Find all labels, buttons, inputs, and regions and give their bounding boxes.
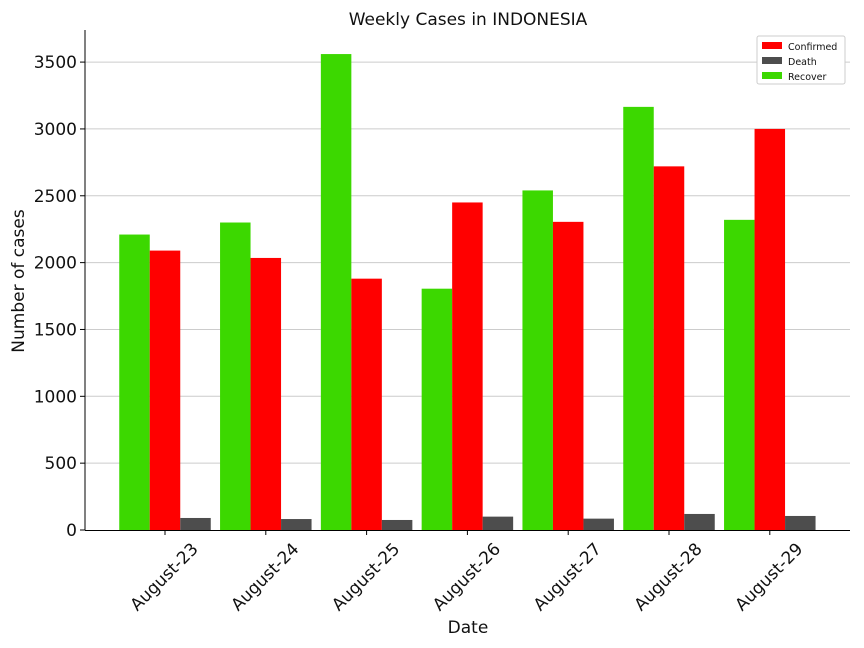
legend-swatch bbox=[762, 72, 782, 79]
legend-swatch bbox=[762, 42, 782, 49]
legend-swatch bbox=[762, 57, 782, 64]
y-axis-label: Number of cases bbox=[9, 209, 29, 353]
bar-confirmed bbox=[149, 250, 181, 530]
bar-death bbox=[583, 518, 614, 530]
bar-confirmed bbox=[552, 221, 584, 531]
bar-recover bbox=[119, 234, 150, 530]
bar-death bbox=[785, 515, 816, 530]
bars bbox=[119, 54, 816, 531]
x-axis-label: Date bbox=[448, 618, 489, 638]
bar-recover bbox=[320, 54, 352, 530]
bar-death bbox=[180, 517, 211, 530]
legend-label: Confirmed bbox=[788, 42, 837, 53]
bar-confirmed bbox=[351, 278, 382, 530]
bar-death bbox=[684, 513, 715, 530]
x-tick-label: August-29 bbox=[731, 539, 807, 615]
bar-confirmed bbox=[653, 166, 685, 530]
x-tick-label: August-27 bbox=[530, 539, 606, 615]
y-tick-label: 0 bbox=[66, 521, 77, 541]
y-tick-label: 2000 bbox=[34, 254, 77, 274]
y-ticks: 0 500 1000 1500 2000 2500 3000 3500 bbox=[34, 53, 85, 541]
legend-label: Recover bbox=[788, 72, 827, 83]
bar-death bbox=[281, 519, 312, 530]
y-tick-label: 3000 bbox=[34, 120, 77, 140]
bar-recover bbox=[421, 288, 453, 530]
bar-recover bbox=[522, 190, 553, 531]
y-tick-label: 1500 bbox=[34, 320, 77, 340]
bar-confirmed bbox=[452, 202, 483, 530]
y-tick-label: 1000 bbox=[34, 387, 77, 407]
bar-confirmed bbox=[250, 257, 282, 530]
legend: Confirmed Death Recover bbox=[756, 35, 846, 85]
x-tick-label: August-24 bbox=[227, 539, 303, 615]
bar-confirmed bbox=[754, 128, 786, 530]
bar-death bbox=[381, 519, 413, 530]
x-ticks: August-23 August-24 August-25 August-26 Augu… bbox=[127, 530, 807, 615]
x-tick-label: August-25 bbox=[328, 539, 404, 615]
x-tick-label: August-28 bbox=[631, 539, 707, 615]
y-tick-label: 500 bbox=[45, 454, 77, 474]
x-tick-label: August-26 bbox=[429, 539, 505, 615]
y-tick-label: 3500 bbox=[34, 53, 77, 73]
bar-death bbox=[482, 516, 514, 530]
bar-recover bbox=[220, 222, 251, 530]
y-tick-label: 2500 bbox=[34, 187, 77, 207]
x-tick-label: August-23 bbox=[127, 539, 203, 615]
chart-title: Weekly Cases in INDONESIA bbox=[349, 10, 588, 30]
bar-recover bbox=[623, 106, 654, 531]
legend-label: Death bbox=[788, 57, 817, 68]
bar-recover bbox=[724, 219, 755, 530]
